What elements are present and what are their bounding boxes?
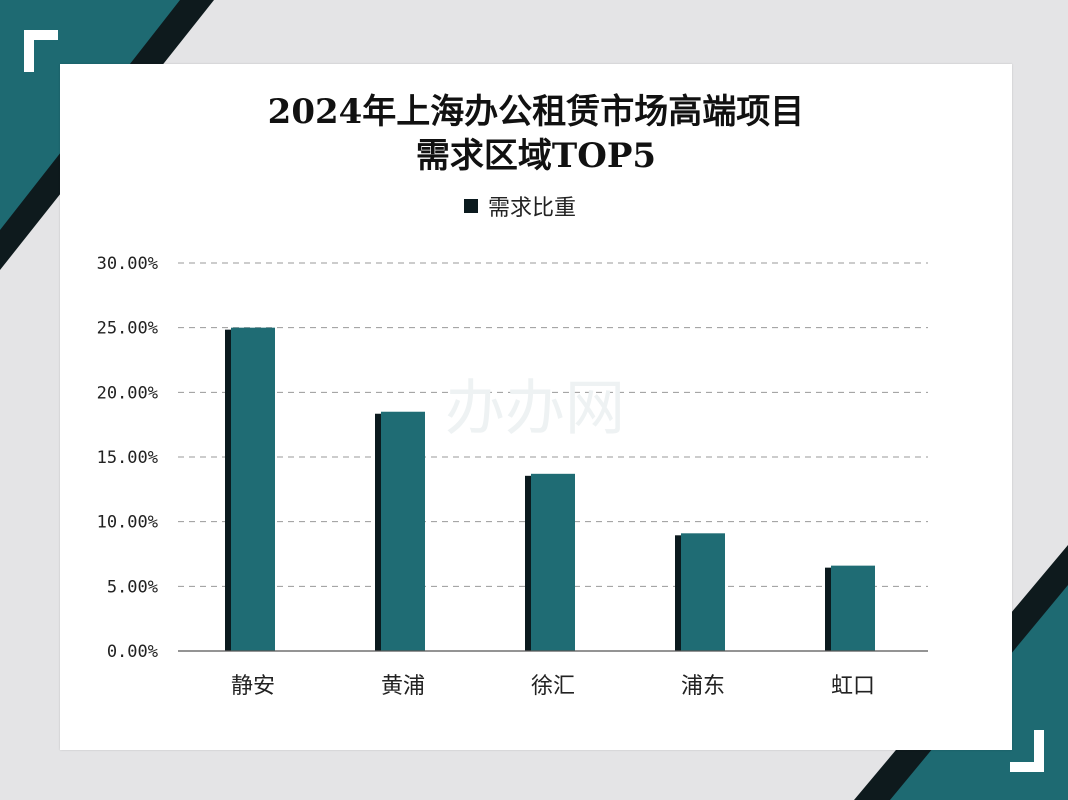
bar [531,473,575,651]
y-tick-label: 0.00% [107,642,158,662]
y-tick-label: 10.00% [97,513,158,533]
corner-bracket-icon [1010,730,1044,772]
y-tick-label: 25.00% [97,319,158,339]
y-tick-label: 30.00% [97,254,158,274]
bar [381,411,425,651]
x-tick-label: 静安 [231,674,275,699]
x-tick-label: 黄浦 [381,674,425,699]
legend: 需求比重 [464,190,576,222]
x-tick-label: 浦东 [681,674,725,699]
y-tick-label: 15.00% [97,448,158,468]
legend-label: 需求比重 [488,196,577,221]
x-tick-label: 徐汇 [531,674,575,699]
corner-bracket-icon [24,30,58,72]
watermark: 办办网 [445,374,625,444]
legend-swatch [464,199,478,213]
y-tick-label: 5.00% [107,577,158,597]
bar-chart: 0.00% 5.00% 10.00% 15.00% 20.00% 25.00% 30.00%… [97,254,928,699]
y-tick-label: 20.00% [97,383,158,403]
chart-card: 2024年上海办公租赁市场高端项目 需求区域TOP5 需求比重 0.00% 5.0… [60,64,1012,750]
chart-title: 2024年上海办公租赁市场高端项目 需求区域TOP5 [267,92,805,176]
bar [831,565,875,651]
bar [681,533,725,651]
bar [231,327,275,651]
x-tick-label: 虹口 [831,674,875,699]
